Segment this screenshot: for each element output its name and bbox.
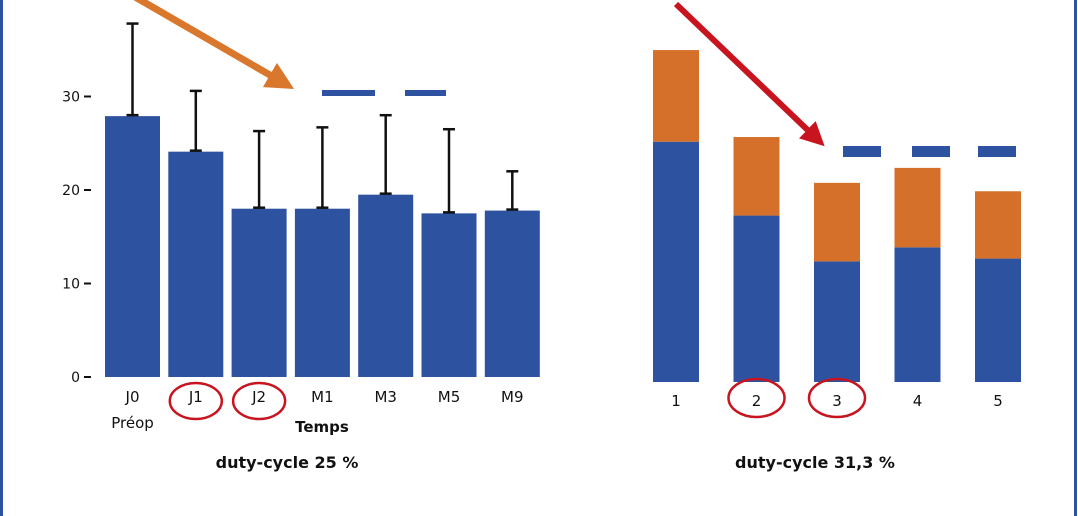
highlight-circle [168,381,224,421]
x-tick-label: J2 [251,388,266,406]
frame-border-left [0,0,3,516]
frame-border-right [1074,0,1077,516]
significance-dash [912,146,950,157]
stacked-bar-segment-top [653,50,699,142]
x-tick-label: 5 [993,392,1003,410]
x-tick-sublabel: Préop [111,414,154,432]
bar [484,210,540,377]
highlight-circle [727,377,786,419]
stacked-bar-segment-top [894,167,941,248]
significance-dash [843,146,881,157]
significance-dash [322,90,375,96]
highlight-circle [807,377,867,419]
highlight-circle [231,381,287,421]
bar [421,213,477,377]
y-tick-label: 30 [62,90,80,106]
stacked-bar-segment-bottom [975,258,1021,382]
bar [105,116,160,377]
bar [294,208,350,377]
x-tick-label: J0 [125,388,140,406]
x-tick-label: 1 [671,392,681,410]
bar [231,208,287,377]
stacked-bar-segment-top [814,182,860,262]
significance-dash [978,146,1016,157]
stacked-bar-segment-bottom [894,247,941,382]
x-tick-label: 2 [752,392,762,410]
stacked-bar-segment-top [975,191,1021,259]
orange-arrow [133,0,295,90]
x-tick-label: J1 [188,388,203,406]
bar [358,194,414,377]
x-axis-title: Temps [295,418,349,436]
x-tick-label: M1 [311,388,334,406]
x-tick-label: M5 [438,388,461,406]
x-tick-label: M9 [501,388,524,406]
x-tick-label: 4 [913,392,923,410]
stacked-bar-segment-bottom [653,141,699,382]
x-tick-label: M3 [374,388,397,406]
left-chart-title: duty-cycle 25 % [216,453,359,472]
stacked-bar-segment-bottom [733,215,780,382]
stacked-bar-segment-top [733,137,780,216]
significance-dash [405,90,446,96]
bar [168,151,224,377]
x-tick-label: 3 [832,392,842,410]
red-arrow [673,1,825,147]
y-tick-label: 0 [71,370,80,386]
stacked-bar-segment-bottom [814,261,860,382]
right-chart-title: duty-cycle 31,3 % [735,453,895,472]
y-tick-label: 10 [62,277,80,293]
y-tick-label: 20 [62,183,80,199]
